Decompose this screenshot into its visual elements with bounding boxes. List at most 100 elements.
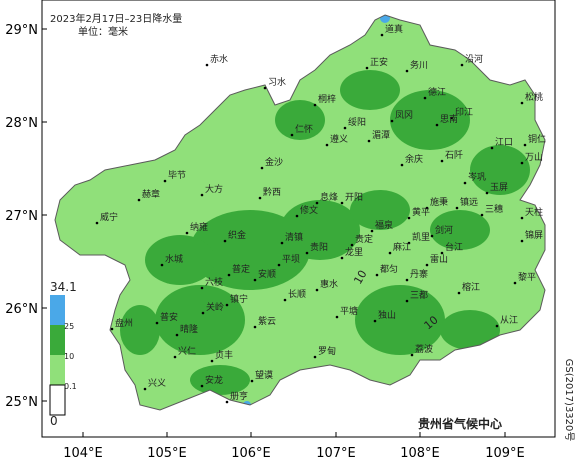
city-dot — [175, 333, 179, 337]
city-label: 石阡 — [445, 150, 463, 161]
city-dot — [520, 161, 524, 165]
city-dot — [440, 251, 444, 255]
city-dot — [258, 196, 262, 200]
city-dot — [290, 133, 294, 137]
city-dot — [225, 400, 229, 404]
legend-label: 0 — [50, 414, 58, 428]
city-dot — [513, 281, 517, 285]
city-label: 三都 — [410, 290, 428, 301]
city-label: 仁怀 — [295, 123, 313, 135]
city-dot — [110, 327, 114, 331]
city-dot — [370, 229, 374, 233]
legend-label: 34.1 — [50, 280, 77, 294]
city-label: 剑河 — [435, 224, 453, 236]
lat-label: 29°N — [5, 23, 38, 38]
city-dot — [423, 96, 427, 100]
city-label: 赤水 — [210, 53, 228, 65]
city-dot — [407, 216, 411, 220]
side-text: GS(2017)3320号 — [563, 359, 575, 442]
city-label: 平塘 — [340, 305, 358, 317]
city-label: 施秉 — [430, 196, 448, 208]
legend-label: 25 — [64, 322, 74, 331]
city-dot — [425, 206, 429, 210]
city-dot — [315, 288, 319, 292]
city-label: 天柱 — [525, 206, 543, 218]
city-label: 余庆 — [405, 153, 423, 165]
city-label: 从江 — [500, 315, 518, 326]
city-dot — [173, 355, 177, 359]
city-dot — [367, 139, 371, 143]
city-label: 修文 — [300, 204, 318, 216]
city-label: 息烽 — [320, 191, 338, 203]
city-label: 威宁 — [100, 211, 118, 223]
city-dot — [460, 63, 464, 67]
lat-label: 28°N — [5, 116, 38, 131]
city-label: 镇宁 — [230, 293, 248, 305]
city-dot — [277, 263, 281, 267]
lat-label: 25°N — [5, 395, 38, 410]
city-dot — [405, 69, 409, 73]
city-dot — [388, 251, 392, 255]
city-dot — [375, 273, 379, 277]
city-dot — [253, 325, 257, 329]
legend-label: 0.1 — [64, 382, 77, 391]
city-dot — [380, 33, 384, 37]
unit-label: 单位：毫米 — [78, 25, 128, 38]
city-label: 望谟 — [255, 369, 273, 381]
city-dot — [343, 126, 347, 130]
city-dot — [400, 163, 404, 167]
city-label: 锦屏 — [525, 229, 543, 241]
city-label: 水城 — [165, 253, 183, 265]
city-label: 兴仁 — [178, 345, 196, 357]
city-label: 麻江 — [393, 241, 411, 253]
city-dot — [390, 119, 394, 123]
city-label: 紫云 — [258, 316, 276, 327]
city-label: 凤冈 — [395, 110, 413, 121]
city-dot — [490, 146, 494, 150]
city-label: 普安 — [160, 311, 178, 323]
city-dot — [463, 181, 467, 185]
city-label: 黄平 — [412, 206, 430, 218]
city-dot — [315, 201, 319, 205]
city-label: 台江 — [445, 241, 463, 253]
city-dot — [225, 303, 229, 307]
city-label: 安龙 — [205, 374, 223, 386]
city-dot — [223, 239, 227, 243]
city-dot — [325, 143, 329, 147]
city-dot — [205, 63, 209, 67]
city-label: 岑巩 — [468, 171, 486, 183]
city-label: 荔波 — [415, 343, 433, 355]
city-label: 德江 — [428, 86, 446, 98]
city-dot — [485, 191, 489, 195]
city-label: 长顺 — [288, 288, 306, 300]
city-dot — [455, 206, 459, 210]
city-label: 桐梓 — [318, 93, 336, 105]
city-label: 绥阳 — [348, 117, 366, 128]
city-dot — [250, 379, 254, 383]
city-label: 都匀 — [380, 263, 398, 275]
city-label: 福泉 — [375, 219, 393, 231]
city-dot — [143, 387, 147, 391]
city-dot — [200, 286, 204, 290]
city-label: 罗甸 — [318, 345, 336, 357]
city-dot — [155, 321, 159, 325]
city-dot — [520, 216, 524, 220]
city-dot — [263, 86, 267, 90]
city-label: 平坝 — [282, 254, 300, 265]
city-label: 册亨 — [230, 390, 248, 402]
city-label: 正安 — [370, 56, 388, 68]
map-title: 2023年2月17日–23日降水量 — [50, 12, 182, 25]
city-dot — [405, 278, 409, 282]
footer: 贵州省气候中心 — [418, 416, 502, 431]
contour-label: 10 — [351, 268, 369, 287]
city-label: 毕节 — [168, 169, 186, 181]
city-label: 金沙 — [265, 156, 283, 168]
city-dot — [227, 273, 231, 277]
city-label: 凯里 — [412, 231, 430, 243]
city-dot — [523, 143, 527, 147]
city-label: 万山 — [525, 152, 543, 163]
city-dot — [365, 66, 369, 70]
city-label: 惠水 — [320, 278, 338, 290]
lon-label: 106°E — [231, 446, 271, 461]
